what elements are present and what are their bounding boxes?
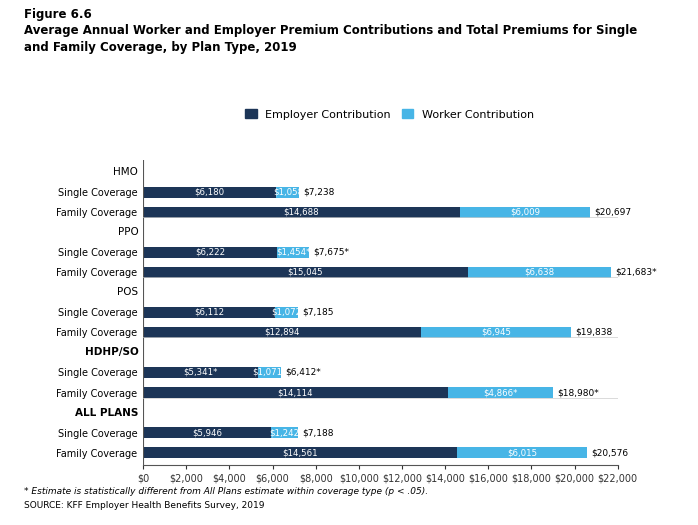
Text: $1,071*: $1,071* bbox=[253, 368, 287, 377]
Text: $7,675*: $7,675* bbox=[313, 248, 349, 257]
Bar bbox=[143, 327, 422, 338]
Text: $7,185: $7,185 bbox=[302, 308, 334, 317]
Text: $1,454*: $1,454* bbox=[276, 248, 310, 257]
Text: and Family Coverage, by Plan Type, 2019: and Family Coverage, by Plan Type, 2019 bbox=[24, 41, 297, 54]
Text: POS: POS bbox=[117, 287, 138, 297]
Text: $5,946: $5,946 bbox=[192, 428, 222, 437]
Text: $6,222: $6,222 bbox=[195, 248, 225, 257]
Text: $7,238: $7,238 bbox=[304, 187, 335, 197]
Text: HDHP/SO: HDHP/SO bbox=[84, 348, 138, 358]
Bar bbox=[143, 387, 447, 398]
Text: $5,341*: $5,341* bbox=[184, 368, 218, 377]
Bar bbox=[468, 267, 611, 278]
Text: $1,242: $1,242 bbox=[269, 428, 300, 437]
Text: $6,015: $6,015 bbox=[507, 448, 537, 457]
Text: $6,945: $6,945 bbox=[481, 328, 511, 337]
Bar bbox=[447, 387, 553, 398]
Text: $15,045: $15,045 bbox=[288, 268, 323, 277]
Bar bbox=[276, 187, 299, 198]
Bar bbox=[277, 247, 309, 258]
Bar bbox=[143, 447, 457, 458]
Text: $19,838: $19,838 bbox=[575, 328, 613, 337]
Bar bbox=[258, 367, 281, 378]
Text: HMO: HMO bbox=[114, 167, 138, 177]
Text: $21,683*: $21,683* bbox=[615, 268, 657, 277]
Text: $6,112: $6,112 bbox=[194, 308, 224, 317]
Legend: Employer Contribution, Worker Contribution: Employer Contribution, Worker Contributi… bbox=[246, 109, 535, 120]
Bar bbox=[143, 247, 277, 258]
Bar bbox=[143, 307, 275, 318]
Bar bbox=[422, 327, 571, 338]
Bar bbox=[143, 187, 276, 198]
Text: $6,638: $6,638 bbox=[524, 268, 554, 277]
Bar bbox=[143, 427, 272, 438]
Text: $14,114: $14,114 bbox=[278, 388, 313, 397]
Bar bbox=[275, 307, 298, 318]
Bar bbox=[460, 207, 590, 218]
Text: $6,180: $6,180 bbox=[195, 187, 225, 197]
Text: Figure 6.6: Figure 6.6 bbox=[24, 8, 92, 21]
Text: $14,561: $14,561 bbox=[283, 448, 318, 457]
Text: $6,009: $6,009 bbox=[510, 208, 540, 217]
Text: $14,688: $14,688 bbox=[283, 208, 320, 217]
Text: ALL PLANS: ALL PLANS bbox=[75, 407, 138, 417]
Text: SOURCE: KFF Employer Health Benefits Survey, 2019: SOURCE: KFF Employer Health Benefits Sur… bbox=[24, 501, 265, 510]
Bar bbox=[143, 267, 468, 278]
Text: $18,980*: $18,980* bbox=[557, 388, 599, 397]
Text: $6,412*: $6,412* bbox=[285, 368, 322, 377]
Bar bbox=[143, 367, 258, 378]
Text: $12,894: $12,894 bbox=[265, 328, 300, 337]
Text: $4,866*: $4,866* bbox=[483, 388, 517, 397]
Bar bbox=[143, 207, 460, 218]
Text: Average Annual Worker and Employer Premium Contributions and Total Premiums for : Average Annual Worker and Employer Premi… bbox=[24, 24, 638, 37]
Text: $20,697: $20,697 bbox=[594, 208, 631, 217]
Text: $7,188: $7,188 bbox=[302, 428, 334, 437]
Bar bbox=[457, 447, 587, 458]
Bar bbox=[272, 427, 298, 438]
Text: $1,058: $1,058 bbox=[273, 187, 303, 197]
Text: $20,576: $20,576 bbox=[591, 448, 628, 457]
Text: PPO: PPO bbox=[117, 227, 138, 237]
Text: * Estimate is statistically different from All Plans estimate within coverage ty: * Estimate is statistically different fr… bbox=[24, 487, 429, 496]
Text: $1,072: $1,072 bbox=[272, 308, 302, 317]
